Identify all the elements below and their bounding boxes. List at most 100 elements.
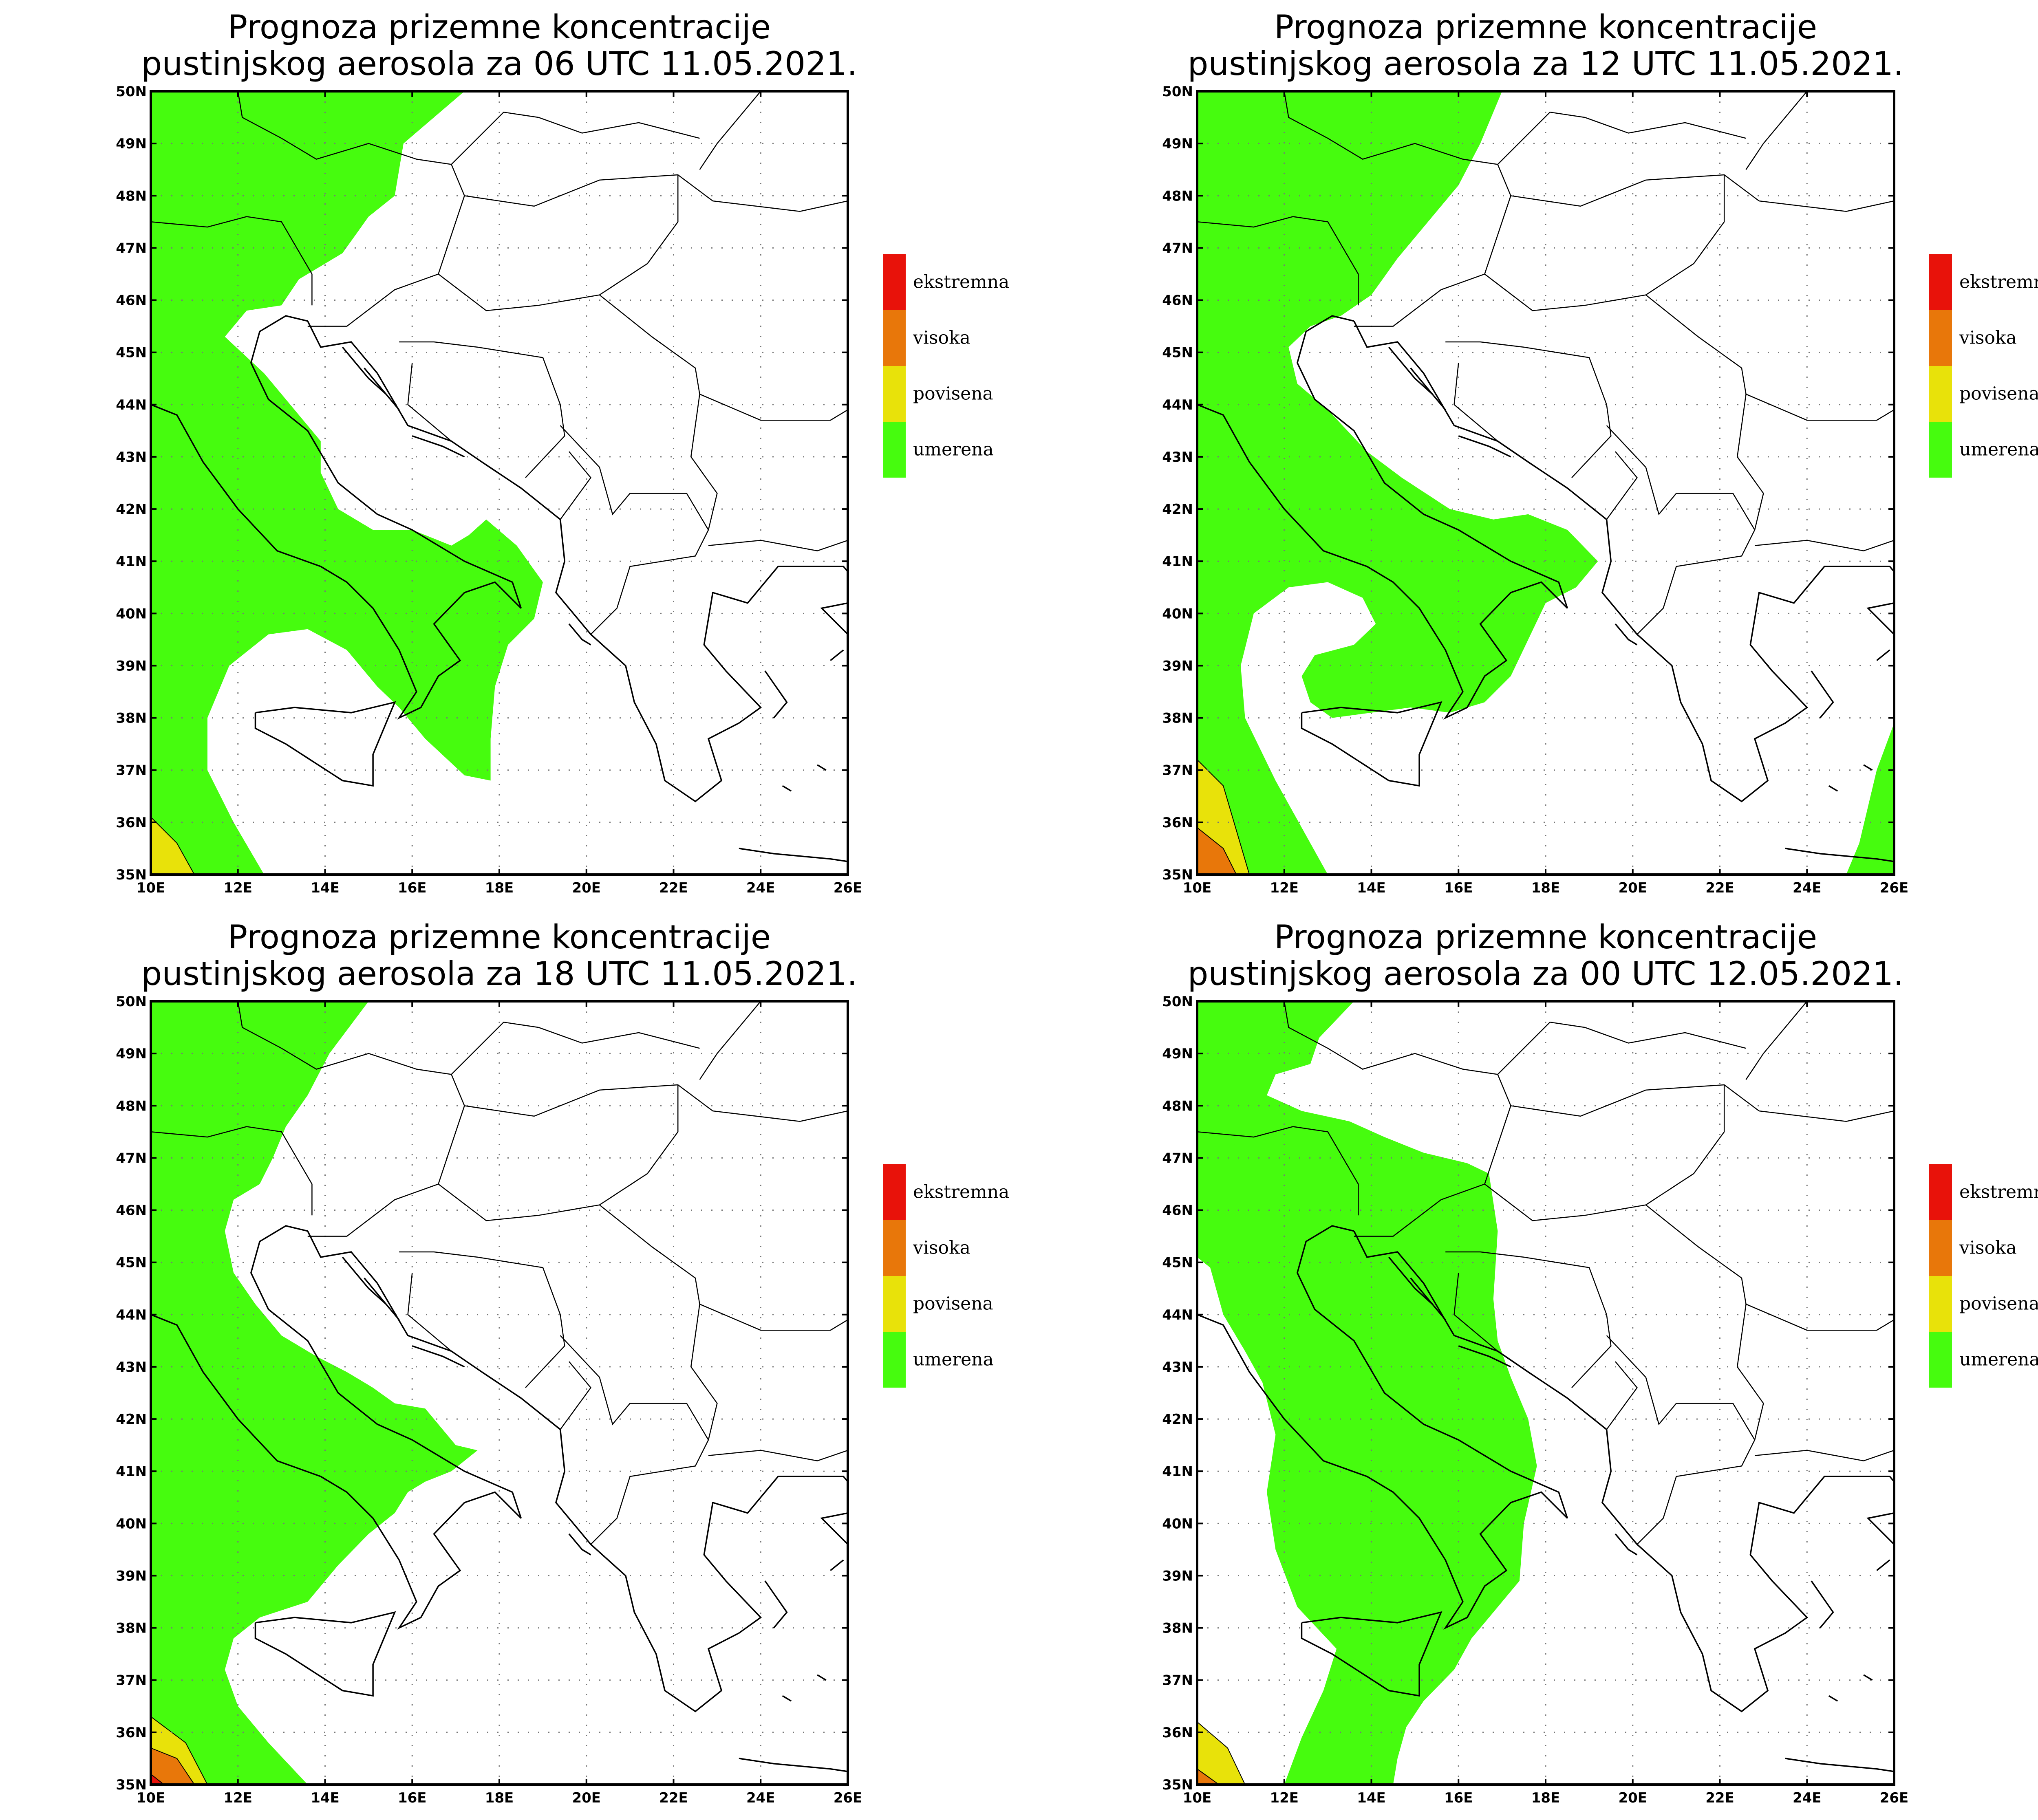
legend-swatch-visoka — [1929, 310, 1952, 366]
lat-tick-label: 43N — [1162, 1359, 1193, 1375]
coastline — [739, 848, 848, 862]
legend-label-ekstremna: ekstremna — [913, 1182, 1009, 1203]
legend-label-visoka: visoka — [913, 1238, 970, 1258]
coastline — [1866, 1512, 1894, 1545]
lat-tick-label: 36N — [1162, 1725, 1193, 1741]
legend-swatch-ekstremna — [883, 254, 906, 310]
island-outline — [364, 367, 400, 410]
country-border — [1606, 1361, 1638, 1430]
country-border — [399, 341, 565, 478]
aerosol-hotspot-area — [1197, 827, 1237, 875]
legend-swatch-visoka — [883, 1220, 906, 1276]
forecast-map-svg: Prognoza prizemne koncentracijepustinjsk… — [1162, 918, 2038, 1806]
country-border — [1445, 1251, 1612, 1388]
country-border — [1754, 1450, 1894, 1461]
legend-label-umerena: umerena — [913, 1349, 994, 1370]
lat-tick-label: 35N — [1162, 867, 1193, 883]
coastline — [820, 602, 848, 635]
island-outline — [1458, 1345, 1511, 1368]
country-border — [1606, 451, 1638, 520]
panel-title-line2: pustinjskog aerosola za 18 UTC 11.05.202… — [141, 955, 858, 993]
panel-title-line2: pustinjskog aerosola za 06 UTC 11.05.202… — [141, 45, 858, 83]
country-border — [1754, 540, 1894, 551]
lon-tick-label: 16E — [398, 880, 427, 896]
lat-tick-label: 41N — [1162, 1463, 1193, 1480]
lon-tick-label: 18E — [485, 1790, 514, 1806]
country-border — [451, 1021, 539, 1075]
island-outline — [1863, 1674, 1873, 1681]
lat-tick-label: 39N — [1162, 1568, 1193, 1584]
lat-tick-label: 37N — [1162, 762, 1193, 779]
lat-tick-label: 48N — [116, 188, 147, 204]
forecast-panel: Prognoza prizemne koncentracije pustinjsk… — [1046, 910, 2038, 1820]
country-border — [560, 451, 591, 520]
country-border — [307, 195, 465, 327]
lat-tick-label: 38N — [1162, 710, 1193, 727]
lat-tick-label: 50N — [1162, 994, 1193, 1010]
country-border — [1497, 1021, 1585, 1075]
island-outline — [764, 1580, 788, 1628]
country-border — [1745, 91, 1808, 170]
lon-tick-label: 24E — [746, 880, 775, 896]
coastline — [739, 1758, 848, 1772]
lat-tick-label: 49N — [1162, 1046, 1193, 1062]
lon-tick-label: 22E — [1705, 1790, 1734, 1806]
lon-tick-label: 26E — [1880, 1790, 1909, 1806]
country-border — [438, 1085, 679, 1221]
lat-tick-label: 47N — [116, 1150, 147, 1166]
aerosol-umerena-area — [1846, 723, 1894, 875]
legend-label-ekstremna: ekstremna — [1959, 272, 2038, 293]
country-border — [1454, 363, 1498, 442]
lon-tick-label: 10E — [137, 1790, 165, 1806]
legend-swatch-umerena — [883, 422, 906, 478]
lat-tick-label: 47N — [1162, 240, 1193, 256]
lon-tick-label: 10E — [1183, 880, 1212, 896]
aerosol-umerena-area — [151, 91, 543, 875]
country-border — [560, 1361, 591, 1430]
lat-tick-label: 43N — [116, 1359, 147, 1375]
country-border — [1354, 195, 1511, 327]
lat-tick-label: 41N — [116, 1463, 147, 1480]
legend-label-visoka: visoka — [913, 328, 970, 348]
legend-label-ekstremna: ekstremna — [913, 272, 1009, 293]
lat-tick-label: 47N — [116, 240, 147, 256]
legend-swatch-umerena — [883, 1332, 906, 1388]
lon-tick-label: 26E — [1880, 880, 1909, 896]
country-border — [237, 91, 465, 196]
country-border — [407, 1273, 452, 1352]
country-border — [1606, 425, 1756, 635]
island-outline — [764, 670, 788, 718]
country-border — [151, 216, 313, 306]
lat-tick-label: 42N — [116, 1411, 147, 1428]
country-border — [1584, 1027, 1746, 1049]
lat-tick-label: 39N — [116, 1568, 147, 1584]
legend-label-ekstremna: ekstremna — [1959, 1182, 2038, 1203]
panel-title-line1: Prognoza prizemne koncentracije — [1274, 918, 1817, 956]
country-border — [699, 1304, 848, 1331]
island-outline — [1410, 367, 1446, 410]
lat-tick-label: 45N — [116, 345, 147, 361]
coastline — [1353, 321, 1894, 802]
coastline — [1353, 1231, 1894, 1712]
country-border — [708, 540, 848, 551]
lon-tick-label: 12E — [1270, 1790, 1299, 1806]
legend-label-povisena: povisena — [913, 383, 993, 404]
lon-tick-label: 20E — [1618, 1790, 1647, 1806]
island-outline — [1388, 346, 1433, 395]
legend-label-visoka: visoka — [1959, 1238, 2017, 1258]
island-outline — [342, 1256, 387, 1305]
lon-tick-label: 12E — [223, 880, 252, 896]
lat-tick-label: 43N — [116, 449, 147, 465]
lat-tick-label: 47N — [1162, 1150, 1193, 1166]
island-outline — [568, 623, 591, 646]
lon-tick-label: 20E — [572, 1790, 601, 1806]
lat-tick-label: 44N — [1162, 397, 1193, 413]
country-border — [560, 1335, 709, 1545]
country-border — [1736, 1304, 1764, 1440]
legend-swatch-povisena — [1929, 1276, 1952, 1332]
lat-tick-label: 44N — [116, 1307, 147, 1323]
legend-label-povisena: povisena — [913, 1293, 993, 1314]
lat-tick-label: 41N — [1162, 553, 1193, 570]
island-outline — [1388, 1256, 1433, 1305]
legend-swatch-umerena — [1929, 422, 1952, 478]
